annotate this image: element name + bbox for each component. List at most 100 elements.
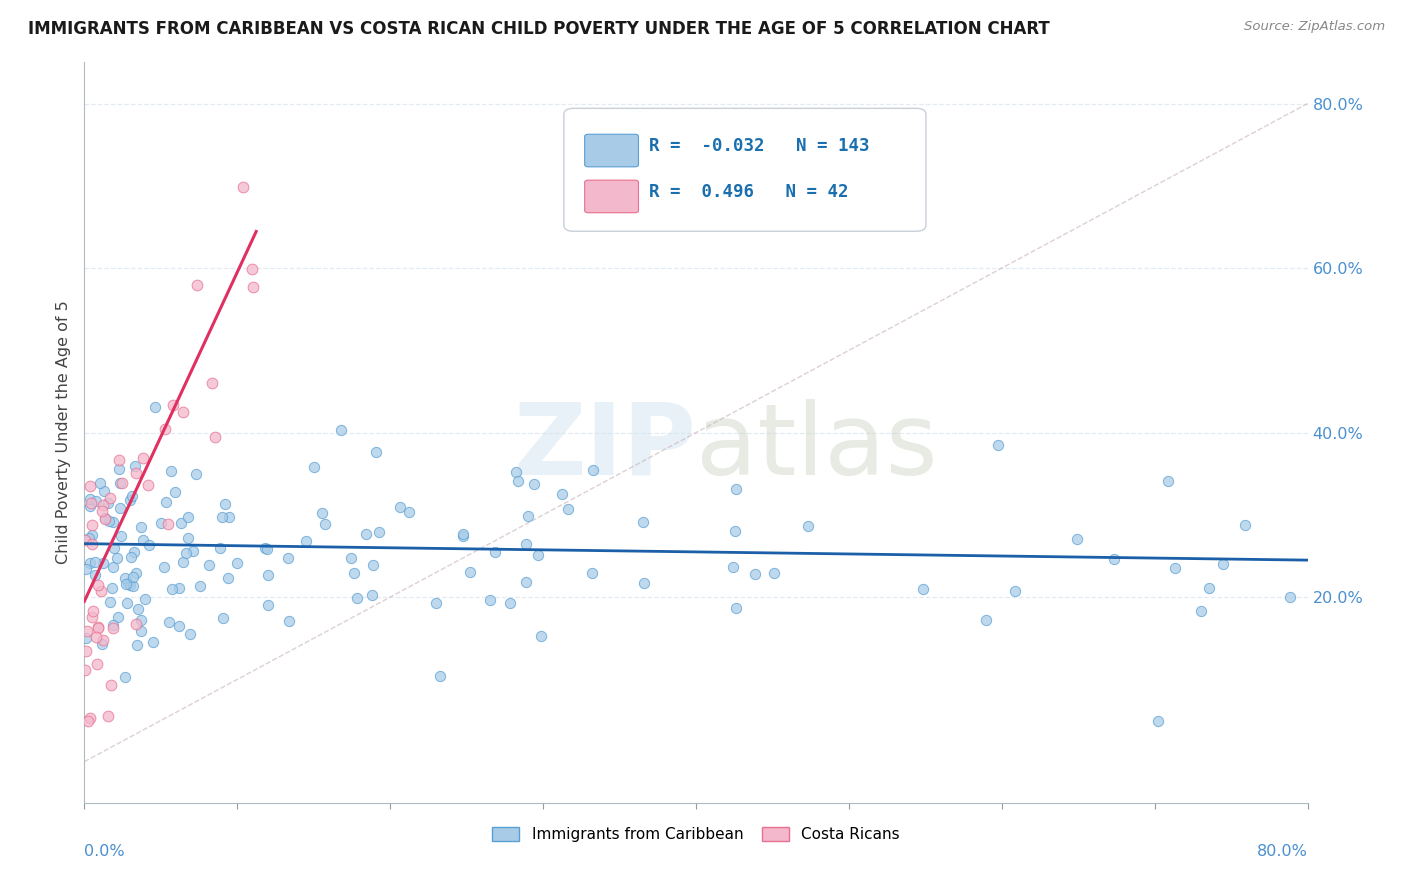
Point	[912, 582, 935, 596]
Point	[153, 559, 176, 574]
Point	[77, 714, 100, 728]
Text: 80.0%: 80.0%	[1257, 844, 1308, 858]
Point	[366, 445, 388, 459]
Point	[111, 476, 134, 491]
Point	[84, 568, 107, 582]
Point	[256, 541, 278, 556]
Text: 0.0%: 0.0%	[84, 844, 125, 858]
Point	[240, 261, 263, 276]
Point	[122, 545, 145, 559]
Point	[797, 519, 820, 533]
Point	[127, 638, 149, 652]
Point	[557, 501, 579, 516]
Point	[155, 422, 177, 436]
Point	[725, 483, 748, 497]
Point	[90, 584, 112, 599]
Point	[242, 280, 264, 294]
Point	[134, 592, 156, 607]
Point	[425, 596, 447, 610]
Point	[451, 527, 474, 541]
Point	[198, 558, 221, 573]
Point	[91, 556, 114, 570]
Point	[157, 615, 180, 629]
Point	[129, 624, 152, 638]
Point	[277, 551, 299, 566]
Point	[138, 538, 160, 552]
Text: atlas: atlas	[696, 399, 938, 496]
Point	[517, 509, 540, 524]
Point	[84, 494, 107, 508]
FancyBboxPatch shape	[564, 108, 927, 231]
Point	[451, 529, 474, 543]
Point	[302, 459, 325, 474]
Point	[172, 405, 194, 419]
Point	[232, 180, 254, 194]
Point	[160, 464, 183, 478]
Point	[762, 566, 785, 580]
Point	[120, 550, 142, 565]
Point	[212, 611, 235, 625]
Point	[127, 602, 149, 616]
Point	[724, 601, 747, 615]
Point	[124, 459, 146, 474]
Point	[170, 516, 193, 530]
Point	[329, 423, 352, 437]
Point	[129, 613, 152, 627]
Point	[82, 604, 104, 618]
Point	[98, 514, 121, 528]
Point	[156, 516, 179, 531]
Y-axis label: Child Poverty Under the Age of 5: Child Poverty Under the Age of 5	[56, 301, 72, 565]
Point	[89, 476, 111, 491]
Point	[80, 610, 103, 624]
Point	[484, 545, 506, 559]
Point	[498, 596, 520, 610]
Point	[115, 576, 138, 591]
Point	[117, 575, 139, 590]
Point	[177, 532, 200, 546]
Point	[100, 581, 122, 595]
Point	[1066, 532, 1088, 546]
Point	[108, 476, 131, 491]
Point	[120, 578, 142, 592]
Point	[987, 438, 1010, 452]
Point	[79, 479, 101, 493]
Point	[75, 562, 97, 576]
Point	[724, 524, 747, 538]
Point	[398, 505, 420, 519]
Point	[214, 497, 236, 511]
Point	[1104, 551, 1126, 566]
Point	[582, 463, 605, 477]
Point	[506, 474, 529, 488]
Point	[1189, 604, 1212, 618]
Legend: Immigrants from Caribbean, Costa Ricans: Immigrants from Caribbean, Costa Ricans	[486, 822, 905, 848]
Point	[84, 555, 107, 569]
Point	[101, 617, 124, 632]
Point	[167, 582, 190, 596]
Point	[132, 450, 155, 465]
Point	[176, 509, 198, 524]
Point	[254, 541, 277, 555]
Point	[1234, 517, 1257, 532]
Point	[125, 466, 148, 480]
Point	[98, 595, 121, 609]
Point	[523, 477, 546, 491]
Text: R =  0.496   N = 42: R = 0.496 N = 42	[650, 183, 849, 202]
Point	[172, 555, 194, 569]
Point	[721, 560, 744, 574]
Point	[460, 566, 482, 580]
Point	[1004, 583, 1026, 598]
Point	[356, 526, 378, 541]
Point	[179, 626, 201, 640]
Point	[79, 711, 101, 725]
Point	[1279, 590, 1302, 604]
Text: R =  -0.032   N = 143: R = -0.032 N = 143	[650, 137, 870, 155]
Point	[97, 709, 120, 723]
Point	[108, 453, 131, 467]
Point	[79, 556, 101, 570]
Point	[110, 529, 132, 543]
Point	[361, 589, 384, 603]
Point	[188, 579, 211, 593]
Point	[120, 492, 142, 507]
Point	[526, 548, 548, 562]
Point	[108, 501, 131, 516]
